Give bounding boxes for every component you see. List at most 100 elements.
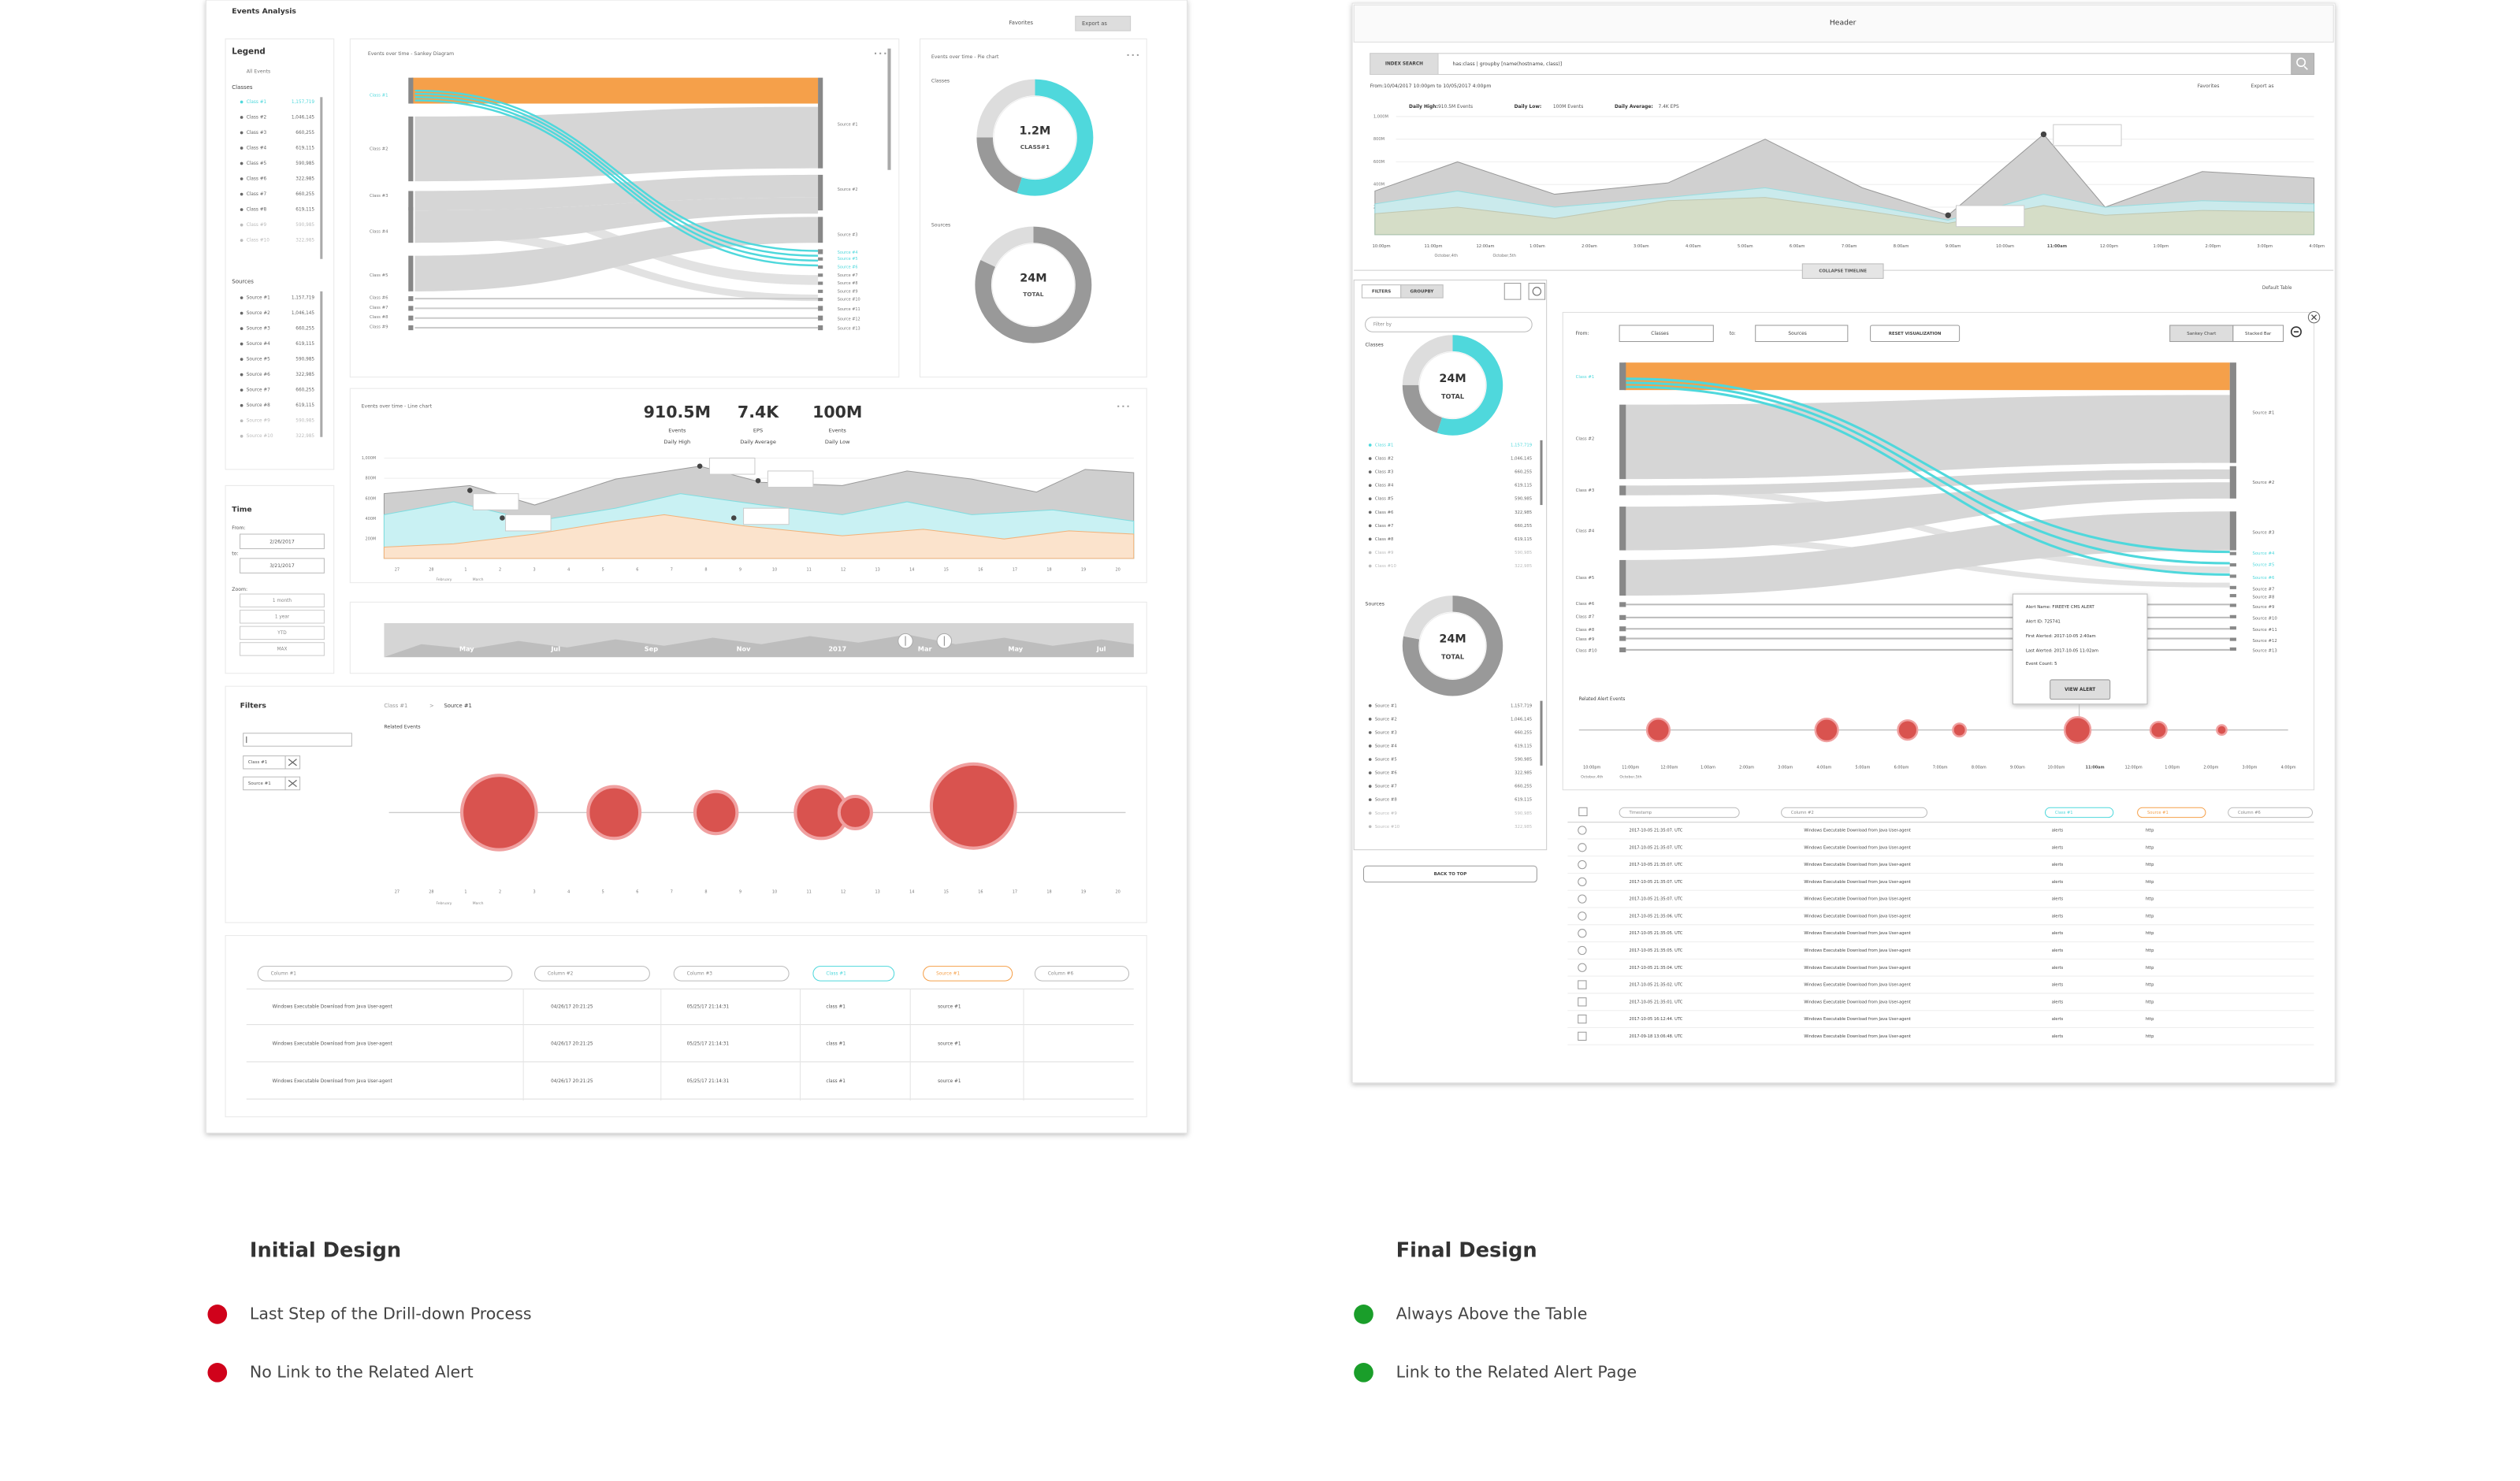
label[interactable]: YTD — [277, 631, 287, 636]
label[interactable]: Sources — [1788, 331, 1807, 336]
checkbox[interactable] — [1578, 1014, 1587, 1024]
legend-item[interactable]: Source #2 — [247, 311, 270, 316]
date-input[interactable] — [240, 533, 325, 550]
column-header[interactable] — [2228, 807, 2314, 818]
legend-item[interactable]: Source #9 — [247, 419, 270, 424]
favorites-menu[interactable]: Favorites — [1009, 20, 1034, 26]
label[interactable]: BACK TO TOP — [1434, 872, 1467, 877]
zoom-option[interactable] — [240, 593, 325, 608]
export-button[interactable] — [1075, 16, 1132, 32]
legend-item[interactable]: Source #6 — [1375, 771, 1397, 776]
label[interactable]: Class #1 — [384, 703, 407, 709]
legend-item[interactable]: Class #7 — [1375, 524, 1394, 529]
label[interactable]: Favorites — [2198, 84, 2220, 89]
legend-item[interactable]: Source #9 — [1375, 811, 1397, 816]
column-header[interactable] — [2044, 807, 2114, 818]
legend-item[interactable]: Source #8 — [247, 403, 270, 408]
label[interactable]: INDEX SEARCH — [1385, 62, 1423, 67]
column-header[interactable] — [2137, 807, 2206, 818]
dropdown[interactable] — [1755, 325, 1849, 343]
legend-item[interactable]: Class #5 — [1375, 497, 1394, 502]
label[interactable]: VIEW ALERT — [2065, 688, 2095, 692]
legend-item[interactable]: Class #3 — [1375, 470, 1394, 475]
legend-item[interactable]: Source #5 — [1375, 758, 1397, 763]
label[interactable]: Export as — [2251, 84, 2273, 89]
dropdown[interactable] — [1619, 325, 1714, 343]
icon-button[interactable] — [1503, 283, 1522, 300]
column-header-label[interactable]: Source #1 — [2147, 811, 2169, 815]
column-header[interactable] — [1781, 807, 1928, 818]
label[interactable]: COLLAPSE TIMELINE — [1819, 269, 1867, 274]
view-toggle[interactable] — [2232, 325, 2284, 343]
label[interactable]: GROUPBY — [1410, 289, 1434, 294]
search-button[interactable] — [2291, 53, 2315, 76]
legend-item[interactable]: Source #1 — [247, 296, 270, 301]
column-header-label[interactable]: Source #1 — [936, 971, 960, 976]
checkbox[interactable] — [1578, 807, 1588, 817]
date-input[interactable] — [240, 558, 325, 573]
column-header-label[interactable]: Class #1 — [826, 971, 846, 976]
label[interactable]: 1 month — [273, 599, 292, 603]
column-header-label[interactable]: Column #2 — [1791, 811, 1814, 815]
filter-input[interactable] — [1365, 317, 1533, 332]
legend-item[interactable]: Class #2 — [247, 115, 267, 120]
legend-item[interactable]: Class #10 — [1375, 564, 1397, 569]
label[interactable]: Classes — [1651, 331, 1668, 336]
label[interactable]: Stacked Bar — [2245, 332, 2272, 336]
legend-item[interactable]: Class #6 — [1375, 510, 1394, 515]
legend-item[interactable]: Class #4 — [247, 147, 267, 151]
checkbox[interactable] — [1578, 980, 1587, 989]
legend-item[interactable]: Class #2 — [1375, 457, 1394, 462]
legend-item[interactable]: Class #6 — [247, 177, 267, 182]
legend-item[interactable]: Class #8 — [1375, 537, 1394, 542]
zoom-option[interactable] — [240, 610, 325, 624]
label[interactable]: Default Table — [2262, 286, 2292, 291]
legend-item[interactable]: Class #9 — [1375, 551, 1394, 555]
column-header-label[interactable]: Column #6 — [1048, 971, 1074, 976]
legend-item[interactable]: Class #3 — [247, 131, 267, 135]
tab[interactable] — [1400, 284, 1444, 299]
icon-button[interactable] — [1528, 283, 1546, 300]
label[interactable]: Sankey Chart — [2187, 332, 2217, 336]
legend-item[interactable]: Source #4 — [1375, 744, 1397, 748]
filter-input[interactable] — [243, 733, 352, 747]
reset-button[interactable] — [1870, 325, 1961, 343]
label[interactable]: FILTERS — [1372, 289, 1391, 294]
column-header[interactable] — [1034, 966, 1130, 982]
column-header-label[interactable]: Column #2 — [548, 971, 574, 976]
legend-item[interactable]: Source #5 — [247, 358, 270, 362]
legend-item[interactable]: Class #10 — [247, 239, 269, 243]
collapse-button[interactable] — [1801, 263, 1884, 279]
view-alert-button[interactable] — [2050, 679, 2111, 700]
column-header-label[interactable]: Timestamp — [1628, 811, 1652, 815]
column-header[interactable] — [923, 966, 1013, 982]
checkbox[interactable] — [1578, 1031, 1587, 1041]
legend-item[interactable]: Source #7 — [247, 388, 270, 393]
legend-item[interactable]: Class #8 — [247, 208, 267, 213]
checkbox[interactable] — [1578, 997, 1587, 1007]
column-header-label[interactable]: Column #6 — [2238, 811, 2261, 815]
legend-item[interactable]: Class #9 — [247, 223, 267, 228]
back-to-top-button[interactable] — [1362, 865, 1537, 883]
column-header-label[interactable]: Class #1 — [2055, 811, 2073, 815]
legend-item[interactable]: Source #3 — [1375, 730, 1397, 735]
column-header[interactable] — [812, 966, 895, 982]
legend-item[interactable]: Source #3 — [247, 327, 270, 332]
label[interactable]: 1 year — [275, 614, 290, 619]
legend-item[interactable]: Source #2 — [1375, 717, 1397, 722]
column-header[interactable] — [257, 966, 513, 982]
legend-item[interactable]: Class #7 — [247, 192, 267, 197]
legend-item[interactable]: Class #5 — [247, 161, 267, 166]
legend-item[interactable]: Source #10 — [247, 434, 273, 439]
zoom-option[interactable] — [240, 625, 325, 640]
column-header-label[interactable]: Column #1 — [271, 971, 297, 976]
column-header[interactable] — [1619, 807, 1740, 818]
legend-item[interactable]: Class #1 — [1375, 444, 1394, 448]
label[interactable]: RESET VISUALIZATION — [1889, 332, 1942, 336]
legend-item[interactable]: Class #4 — [1375, 484, 1394, 488]
export-label[interactable]: Export as — [1082, 20, 1107, 27]
column-header[interactable] — [673, 966, 790, 982]
legend-item[interactable]: Source #4 — [247, 342, 270, 347]
legend-item[interactable]: Source #8 — [1375, 798, 1397, 803]
legend-item[interactable]: Class #1 — [247, 100, 267, 105]
